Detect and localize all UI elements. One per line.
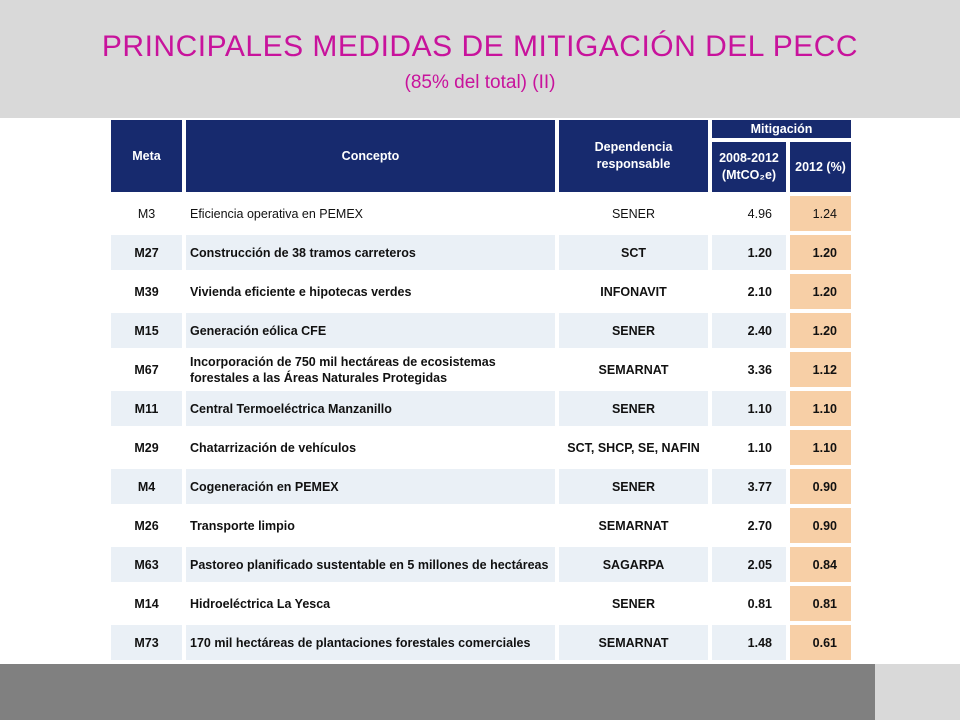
- table-row: M3 Eficiencia operativa en PEMEX SENER 4.96…: [109, 194, 853, 233]
- table-row: M27 Construcción de 38 tramos carreteros S…: [109, 233, 853, 272]
- cell-dependencia: SENER: [557, 194, 710, 233]
- cell-meta: M26: [109, 506, 184, 545]
- cell-concepto: Central Termoeléctrica Manzanillo: [184, 389, 557, 428]
- cell-mitigacion: 1.10: [710, 428, 788, 467]
- header-concepto: Concepto: [184, 118, 557, 194]
- cell-mitigacion: 2.70: [710, 506, 788, 545]
- cell-pct: 1.20: [788, 272, 853, 311]
- table-row: M67 Incorporación de 750 mil hectáreas de…: [109, 350, 853, 389]
- table-body: M3 Eficiencia operativa en PEMEX SENER 4.96…: [109, 194, 853, 662]
- cell-concepto: Transporte limpio: [184, 506, 557, 545]
- cell-pct: 0.61: [788, 623, 853, 662]
- cell-mitigacion: 0.81: [710, 584, 788, 623]
- cell-meta: M15: [109, 311, 184, 350]
- table-row: M73 170 mil hectáreas de plantaciones for…: [109, 623, 853, 662]
- table-row: M39 Vivienda eficiente e hipotecas verdes…: [109, 272, 853, 311]
- mitigation-table: Meta Concepto Dependencia responsable Mi…: [109, 118, 853, 662]
- cell-mitigacion: 2.10: [710, 272, 788, 311]
- cell-pct: 1.24: [788, 194, 853, 233]
- cell-mitigacion: 3.36: [710, 350, 788, 389]
- cell-pct: 1.20: [788, 311, 853, 350]
- footer-band: [0, 664, 875, 720]
- header-mitigacion-total: 2008-2012 (MtCO₂e): [710, 140, 788, 194]
- cell-mitigacion: 1.48: [710, 623, 788, 662]
- header-mitigacion-pct: 2012 (%): [788, 140, 853, 194]
- table-row: M11 Central Termoeléctrica Manzanillo SENE…: [109, 389, 853, 428]
- cell-pct: 1.12: [788, 350, 853, 389]
- cell-dependencia: SENER: [557, 389, 710, 428]
- cell-mitigacion: 4.96: [710, 194, 788, 233]
- cell-concepto: Vivienda eficiente e hipotecas verdes: [184, 272, 557, 311]
- header-dependencia: Dependencia responsable: [557, 118, 710, 194]
- cell-concepto: Construcción de 38 tramos carreteros: [184, 233, 557, 272]
- cell-mitigacion: 2.05: [710, 545, 788, 584]
- cell-dependencia: SCT, SHCP, SE, NAFIN: [557, 428, 710, 467]
- cell-mitigacion: 3.77: [710, 467, 788, 506]
- cell-meta: M4: [109, 467, 184, 506]
- cell-pct: 1.10: [788, 389, 853, 428]
- cell-concepto: Incorporación de 750 mil hectáreas de ec…: [184, 350, 557, 389]
- cell-dependencia: SEMARNAT: [557, 506, 710, 545]
- cell-concepto: Pastoreo planificado sustentable en 5 mi…: [184, 545, 557, 584]
- cell-concepto: Hidroeléctrica La Yesca: [184, 584, 557, 623]
- header-mitigacion: Mitigación: [710, 118, 853, 140]
- cell-pct: 1.10: [788, 428, 853, 467]
- cell-meta: M73: [109, 623, 184, 662]
- cell-dependencia: SAGARPA: [557, 545, 710, 584]
- cell-concepto: 170 mil hectáreas de plantaciones forest…: [184, 623, 557, 662]
- table-row: M15 Generación eólica CFE SENER 2.40 1.20: [109, 311, 853, 350]
- cell-pct: 0.90: [788, 467, 853, 506]
- cell-dependencia: SEMARNAT: [557, 623, 710, 662]
- cell-meta: M11: [109, 389, 184, 428]
- cell-concepto: Eficiencia operativa en PEMEX: [184, 194, 557, 233]
- cell-meta: M63: [109, 545, 184, 584]
- footer-corner: [875, 664, 960, 720]
- header-meta: Meta: [109, 118, 184, 194]
- table-row: M29 Chatarrización de vehículos SCT, SHCP,…: [109, 428, 853, 467]
- cell-dependencia: SEMARNAT: [557, 350, 710, 389]
- cell-dependencia: INFONAVIT: [557, 272, 710, 311]
- cell-dependencia: SCT: [557, 233, 710, 272]
- cell-pct: 0.90: [788, 506, 853, 545]
- cell-dependencia: SENER: [557, 311, 710, 350]
- cell-meta: M3: [109, 194, 184, 233]
- cell-dependencia: SENER: [557, 584, 710, 623]
- cell-meta: M27: [109, 233, 184, 272]
- mitigation-table-container: Meta Concepto Dependencia responsable Mi…: [109, 118, 853, 662]
- cell-pct: 1.20: [788, 233, 853, 272]
- table-row: M26 Transporte limpio SEMARNAT 2.70 0.90: [109, 506, 853, 545]
- table-row: M63 Pastoreo planificado sustentable en 5…: [109, 545, 853, 584]
- cell-pct: 0.81: [788, 584, 853, 623]
- cell-meta: M29: [109, 428, 184, 467]
- cell-mitigacion: 2.40: [710, 311, 788, 350]
- header-band: [0, 0, 960, 118]
- cell-concepto: Chatarrización de vehículos: [184, 428, 557, 467]
- cell-meta: M14: [109, 584, 184, 623]
- cell-pct: 0.84: [788, 545, 853, 584]
- slide-subtitle: (85% del total) (II): [404, 72, 556, 93]
- slide-title: PRINCIPALES MEDIDAS DE MITIGACIÓN DEL PE…: [101, 30, 859, 63]
- table-row: M4 Cogeneración en PEMEX SENER 3.77 0.90: [109, 467, 853, 506]
- cell-mitigacion: 1.20: [710, 233, 788, 272]
- table-row: M14 Hidroeléctrica La Yesca SENER 0.81 0.81: [109, 584, 853, 623]
- cell-mitigacion: 1.10: [710, 389, 788, 428]
- cell-concepto: Generación eólica CFE: [184, 311, 557, 350]
- cell-concepto: Cogeneración en PEMEX: [184, 467, 557, 506]
- cell-meta: M67: [109, 350, 184, 389]
- cell-meta: M39: [109, 272, 184, 311]
- cell-dependencia: SENER: [557, 467, 710, 506]
